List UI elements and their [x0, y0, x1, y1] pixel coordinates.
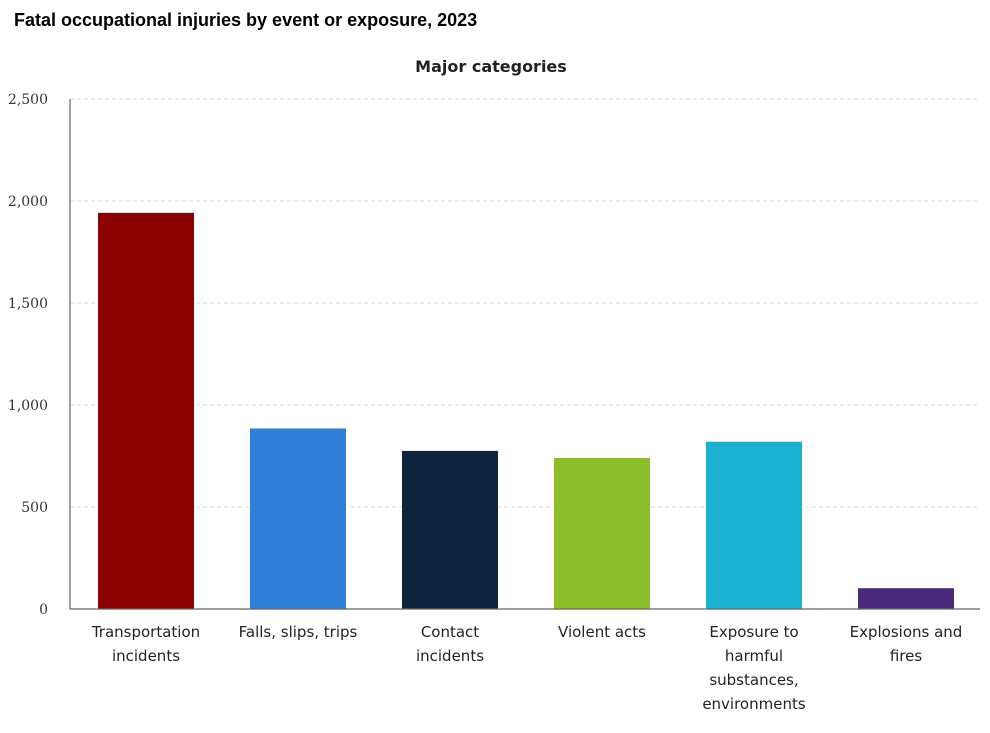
bar: [858, 588, 954, 609]
x-tick-label: Contact incidents: [416, 623, 484, 665]
x-tick-label: Falls, slips, trips: [239, 623, 358, 641]
y-tick-label: 1,500: [8, 296, 48, 312]
y-tick-label: 2,000: [8, 194, 48, 210]
x-axis-labels: Transportation incidents Falls, slips, tri…: [91, 623, 963, 713]
bars: [98, 212, 954, 609]
y-tick-label: 2,500: [8, 92, 48, 108]
x-tick-label: Transportation incidents: [91, 623, 200, 665]
x-tick-label: Violent acts: [558, 623, 646, 641]
chart-title: Fatal occupational injuries by event or …: [14, 10, 478, 30]
bar: [554, 458, 650, 609]
x-tick-label: Explosions and fires: [850, 623, 963, 665]
chart-subtitle: Major categories: [415, 57, 567, 76]
bar: [402, 450, 498, 609]
y-tick-label: 0: [39, 602, 48, 618]
bar: [706, 441, 802, 609]
y-tick-label: 500: [21, 500, 48, 516]
bar: [250, 428, 346, 609]
x-tick-label: Exposure to harmful substances, environment…: [702, 623, 806, 713]
y-tick-label: 1,000: [8, 398, 48, 414]
gridlines: [70, 98, 980, 508]
bar: [98, 212, 194, 609]
y-axis-ticks: 0 500 1,000 1,500 2,000 2,500: [8, 92, 48, 618]
